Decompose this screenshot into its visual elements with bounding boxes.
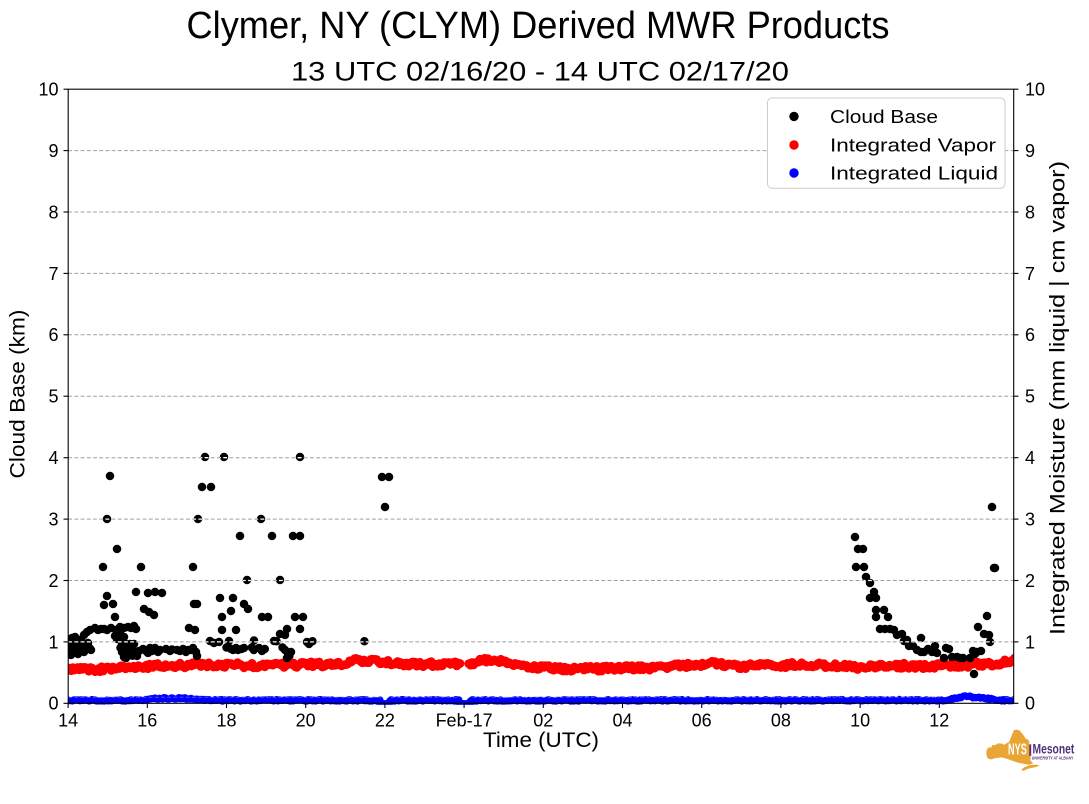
svg-text:22: 22 bbox=[375, 711, 395, 731]
svg-text:13 UTC 02/16/20 - 14 UTC 02/17: 13 UTC 02/16/20 - 14 UTC 02/17/20 bbox=[291, 57, 789, 87]
svg-text:20: 20 bbox=[296, 711, 316, 731]
svg-text:7: 7 bbox=[48, 264, 58, 284]
svg-text:2: 2 bbox=[1025, 571, 1035, 591]
svg-text:3: 3 bbox=[1025, 510, 1035, 530]
svg-text:UNIVERSITY AT ALBANY: UNIVERSITY AT ALBANY bbox=[1032, 756, 1074, 761]
svg-text:Mesonet: Mesonet bbox=[1033, 742, 1075, 757]
svg-text:Cloud Base: Cloud Base bbox=[830, 107, 938, 127]
svg-text:8: 8 bbox=[48, 202, 58, 222]
svg-text:04: 04 bbox=[612, 711, 632, 731]
svg-text:12: 12 bbox=[929, 711, 949, 731]
svg-text:10: 10 bbox=[850, 711, 870, 731]
svg-text:NYS: NYS bbox=[1008, 742, 1027, 759]
svg-text:10: 10 bbox=[38, 80, 58, 100]
svg-text:5: 5 bbox=[48, 387, 58, 407]
svg-text:5: 5 bbox=[1025, 387, 1035, 407]
svg-text:Integrated Liquid: Integrated Liquid bbox=[830, 163, 998, 183]
svg-text:Integrated Vapor: Integrated Vapor bbox=[830, 135, 996, 155]
svg-text:9: 9 bbox=[48, 141, 58, 161]
svg-text:Feb-17: Feb-17 bbox=[436, 711, 493, 731]
svg-text:02: 02 bbox=[533, 711, 553, 731]
svg-text:6: 6 bbox=[1025, 325, 1035, 345]
svg-text:Clymer, NY (CLYM) Derived MWR: Clymer, NY (CLYM) Derived MWR Products bbox=[187, 5, 890, 47]
svg-text:18: 18 bbox=[216, 711, 236, 731]
svg-text:0: 0 bbox=[48, 694, 58, 714]
svg-text:4: 4 bbox=[1025, 448, 1035, 468]
svg-text:4: 4 bbox=[48, 448, 58, 468]
svg-text:9: 9 bbox=[1025, 141, 1035, 161]
svg-text:8: 8 bbox=[1025, 202, 1035, 222]
svg-text:2: 2 bbox=[48, 571, 58, 591]
svg-text:10: 10 bbox=[1025, 80, 1045, 100]
svg-text:Time (UTC): Time (UTC) bbox=[483, 729, 599, 752]
svg-text:6: 6 bbox=[48, 325, 58, 345]
svg-text:08: 08 bbox=[771, 711, 791, 731]
svg-text:Cloud Base (km): Cloud Base (km) bbox=[7, 310, 30, 479]
svg-text:1: 1 bbox=[1025, 632, 1035, 652]
svg-text:Integrated Moisture (mm liquid: Integrated Moisture (mm liquid | cm vapo… bbox=[1047, 161, 1070, 635]
svg-text:7: 7 bbox=[1025, 264, 1035, 284]
svg-text:16: 16 bbox=[137, 711, 157, 731]
svg-text:14: 14 bbox=[58, 711, 78, 731]
svg-text:0: 0 bbox=[1025, 694, 1035, 714]
svg-text:06: 06 bbox=[692, 711, 712, 731]
svg-text:1: 1 bbox=[48, 632, 58, 652]
svg-text:3: 3 bbox=[48, 510, 58, 530]
